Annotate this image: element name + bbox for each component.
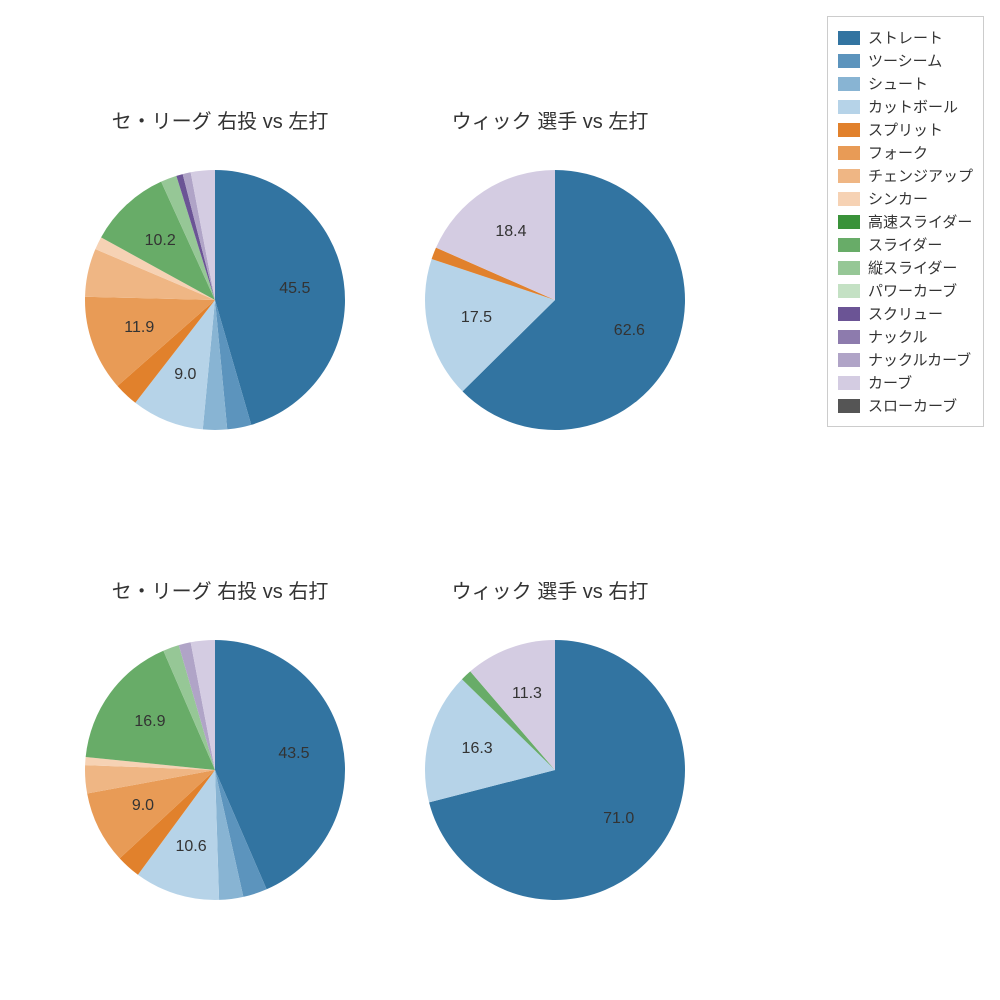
legend-swatch — [838, 31, 860, 45]
legend-label: ストレート — [868, 27, 943, 48]
legend-item: スプリット — [838, 119, 973, 140]
legend-label: パワーカーブ — [868, 280, 957, 301]
legend-item: スクリュー — [838, 303, 973, 324]
slice-value-label: 10.6 — [175, 838, 206, 856]
legend-swatch — [838, 238, 860, 252]
pie-chart — [83, 168, 347, 432]
legend-swatch — [838, 261, 860, 275]
legend-item: ナックル — [838, 326, 973, 347]
legend-label: ナックル — [868, 326, 928, 347]
legend-item: スライダー — [838, 234, 973, 255]
pie-chart — [83, 638, 347, 902]
legend-item: 縦スライダー — [838, 257, 973, 278]
legend-item: ナックルカーブ — [838, 349, 973, 370]
legend-label: ナックルカーブ — [868, 349, 971, 370]
chart-title: セ・リーグ 右投 vs 左打 — [60, 105, 380, 134]
pie-chart — [423, 638, 687, 902]
legend-item: シュート — [838, 73, 973, 94]
slice-value-label: 17.5 — [461, 309, 492, 327]
pie-chart — [423, 168, 687, 432]
legend-swatch — [838, 399, 860, 413]
chart-title: セ・リーグ 右投 vs 右打 — [60, 575, 380, 604]
slice-value-label: 9.0 — [132, 797, 154, 815]
legend-label: スプリット — [868, 119, 943, 140]
legend-item: シンカー — [838, 188, 973, 209]
legend-item: スローカーブ — [838, 395, 973, 416]
legend-swatch — [838, 284, 860, 298]
legend: ストレートツーシームシュートカットボールスプリットフォークチェンジアップシンカー… — [827, 16, 984, 427]
legend-label: スローカーブ — [868, 395, 957, 416]
legend-swatch — [838, 330, 860, 344]
legend-label: 縦スライダー — [868, 257, 957, 278]
legend-label: ツーシーム — [868, 50, 942, 71]
slice-value-label: 71.0 — [603, 810, 634, 828]
legend-swatch — [838, 376, 860, 390]
slice-value-label: 18.4 — [495, 223, 526, 241]
legend-label: 高速スライダー — [868, 211, 972, 232]
chart-title: ウィック 選手 vs 左打 — [390, 105, 710, 134]
legend-swatch — [838, 353, 860, 367]
legend-item: 高速スライダー — [838, 211, 973, 232]
legend-item: パワーカーブ — [838, 280, 973, 301]
legend-swatch — [838, 100, 860, 114]
slice-value-label: 11.3 — [512, 685, 542, 703]
legend-item: ストレート — [838, 27, 973, 48]
slice-value-label: 16.3 — [462, 740, 493, 758]
slice-value-label: 43.5 — [278, 745, 309, 763]
slice-value-label: 10.2 — [145, 232, 176, 250]
legend-item: チェンジアップ — [838, 165, 973, 186]
legend-swatch — [838, 54, 860, 68]
legend-swatch — [838, 192, 860, 206]
legend-item: カットボール — [838, 96, 973, 117]
legend-swatch — [838, 169, 860, 183]
legend-label: カットボール — [868, 96, 958, 117]
slice-value-label: 62.6 — [614, 322, 645, 340]
legend-item: カーブ — [838, 372, 973, 393]
legend-item: ツーシーム — [838, 50, 973, 71]
legend-swatch — [838, 307, 860, 321]
legend-swatch — [838, 215, 860, 229]
legend-label: スクリュー — [868, 303, 943, 324]
slice-value-label: 11.9 — [124, 319, 154, 337]
legend-swatch — [838, 146, 860, 160]
slice-value-label: 16.9 — [134, 713, 165, 731]
legend-label: スライダー — [868, 234, 942, 255]
legend-label: カーブ — [868, 372, 912, 393]
legend-label: シンカー — [868, 188, 928, 209]
legend-label: フォーク — [868, 142, 928, 163]
legend-swatch — [838, 77, 860, 91]
legend-item: フォーク — [838, 142, 973, 163]
slice-value-label: 45.5 — [279, 280, 310, 298]
legend-label: チェンジアップ — [868, 165, 973, 186]
slice-value-label: 9.0 — [174, 366, 196, 384]
chart-grid: セ・リーグ 右投 vs 左打 45.5 9.0 11.9 10.2 ウィック 選手 vs … — [0, 0, 1000, 1000]
legend-swatch — [838, 123, 860, 137]
legend-label: シュート — [868, 73, 928, 94]
chart-title: ウィック 選手 vs 右打 — [390, 575, 710, 604]
